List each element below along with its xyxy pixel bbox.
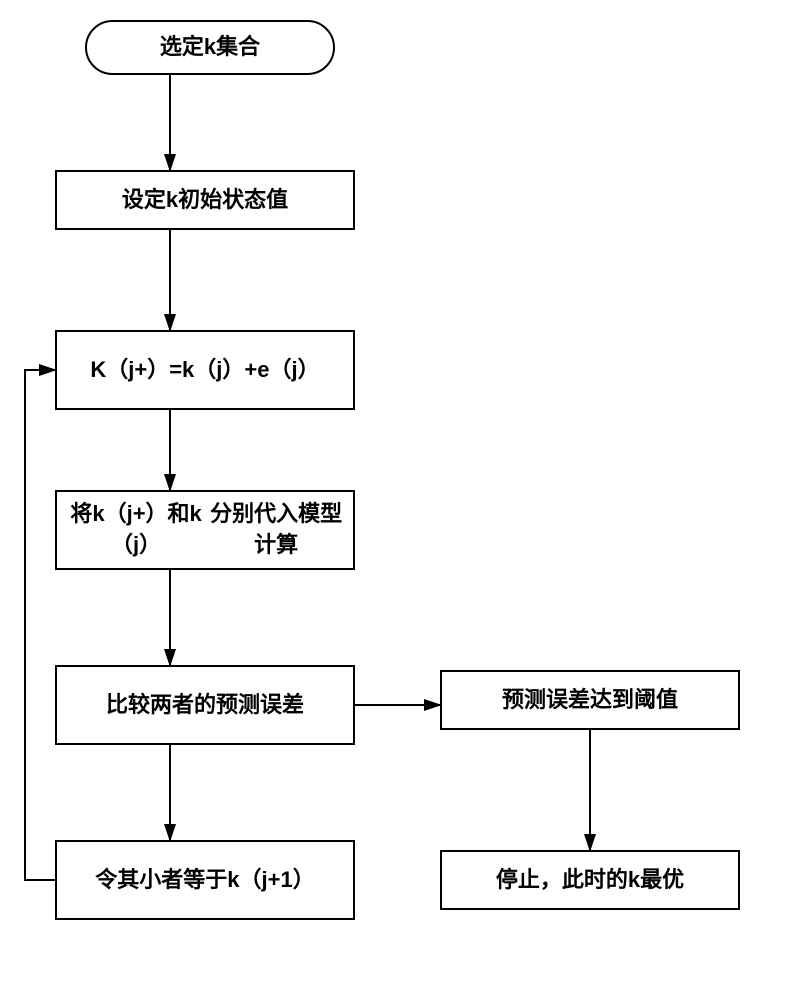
flowchart-node-n6: 令其小者等于k（j+1） bbox=[55, 840, 355, 920]
flowchart-node-n2: 设定k初始状态值 bbox=[55, 170, 355, 230]
flowchart-node-n3: K（j+）=k（j）+e（j） bbox=[55, 330, 355, 410]
flowchart-node-n8: 停止，此时的k最优 bbox=[440, 850, 740, 910]
edge-n6-n3 bbox=[25, 370, 55, 880]
flowchart-node-n7: 预测误差达到阈值 bbox=[440, 670, 740, 730]
flowchart-node-n5: 比较两者的预测误差 bbox=[55, 665, 355, 745]
flowchart-node-n4: 将k（j+）和k（j）分别代入模型计算 bbox=[55, 490, 355, 570]
flowchart-node-n1: 选定k集合 bbox=[85, 20, 335, 75]
